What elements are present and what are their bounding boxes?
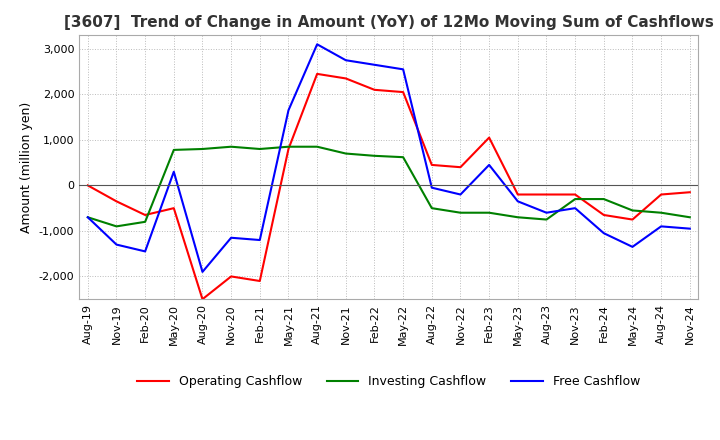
Free Cashflow	[256, 238, 264, 243]
Free Cashflow	[112, 242, 121, 247]
Operating Cashflow	[370, 87, 379, 92]
Investing Cashflow	[198, 147, 207, 152]
Investing Cashflow	[542, 217, 551, 222]
Operating Cashflow	[198, 297, 207, 302]
Free Cashflow	[485, 162, 493, 168]
Investing Cashflow	[513, 215, 522, 220]
Investing Cashflow	[112, 224, 121, 229]
Operating Cashflow	[571, 192, 580, 197]
Investing Cashflow	[485, 210, 493, 215]
Investing Cashflow	[571, 196, 580, 202]
Free Cashflow	[169, 169, 178, 174]
Operating Cashflow	[456, 165, 465, 170]
Free Cashflow	[370, 62, 379, 67]
Operating Cashflow	[399, 89, 408, 95]
Free Cashflow	[84, 215, 92, 220]
Free Cashflow	[685, 226, 694, 231]
Legend: Operating Cashflow, Investing Cashflow, Free Cashflow: Operating Cashflow, Investing Cashflow, …	[132, 370, 645, 393]
Investing Cashflow	[399, 154, 408, 160]
Free Cashflow	[571, 205, 580, 211]
Free Cashflow	[628, 244, 636, 249]
Free Cashflow	[600, 231, 608, 236]
Operating Cashflow	[628, 217, 636, 222]
Operating Cashflow	[428, 162, 436, 168]
Free Cashflow	[141, 249, 150, 254]
Free Cashflow	[312, 42, 321, 47]
Free Cashflow	[456, 192, 465, 197]
Operating Cashflow	[485, 135, 493, 140]
Investing Cashflow	[84, 215, 92, 220]
Investing Cashflow	[657, 210, 665, 215]
Investing Cashflow	[370, 153, 379, 158]
Operating Cashflow	[685, 190, 694, 195]
Free Cashflow	[542, 210, 551, 215]
Free Cashflow	[513, 199, 522, 204]
Operating Cashflow	[256, 279, 264, 284]
Operating Cashflow	[513, 192, 522, 197]
Investing Cashflow	[312, 144, 321, 149]
Investing Cashflow	[169, 147, 178, 153]
Line: Free Cashflow: Free Cashflow	[88, 44, 690, 272]
Investing Cashflow	[456, 210, 465, 215]
Investing Cashflow	[141, 219, 150, 224]
Free Cashflow	[284, 108, 293, 113]
Title: [3607]  Trend of Change in Amount (YoY) of 12Mo Moving Sum of Cashflows: [3607] Trend of Change in Amount (YoY) o…	[64, 15, 714, 30]
Investing Cashflow	[428, 205, 436, 211]
Operating Cashflow	[112, 199, 121, 204]
Operating Cashflow	[657, 192, 665, 197]
Investing Cashflow	[600, 196, 608, 202]
Operating Cashflow	[284, 147, 293, 152]
Operating Cashflow	[84, 183, 92, 188]
Free Cashflow	[227, 235, 235, 240]
Y-axis label: Amount (million yen): Amount (million yen)	[20, 102, 33, 233]
Investing Cashflow	[256, 147, 264, 152]
Free Cashflow	[399, 67, 408, 72]
Operating Cashflow	[169, 205, 178, 211]
Free Cashflow	[198, 269, 207, 275]
Investing Cashflow	[284, 144, 293, 149]
Line: Operating Cashflow: Operating Cashflow	[88, 74, 690, 299]
Free Cashflow	[428, 185, 436, 191]
Free Cashflow	[341, 58, 350, 63]
Investing Cashflow	[227, 144, 235, 149]
Line: Investing Cashflow: Investing Cashflow	[88, 147, 690, 226]
Operating Cashflow	[341, 76, 350, 81]
Free Cashflow	[657, 224, 665, 229]
Operating Cashflow	[227, 274, 235, 279]
Operating Cashflow	[312, 71, 321, 77]
Investing Cashflow	[341, 151, 350, 156]
Operating Cashflow	[542, 192, 551, 197]
Investing Cashflow	[628, 208, 636, 213]
Investing Cashflow	[685, 215, 694, 220]
Operating Cashflow	[600, 213, 608, 218]
Operating Cashflow	[141, 213, 150, 218]
